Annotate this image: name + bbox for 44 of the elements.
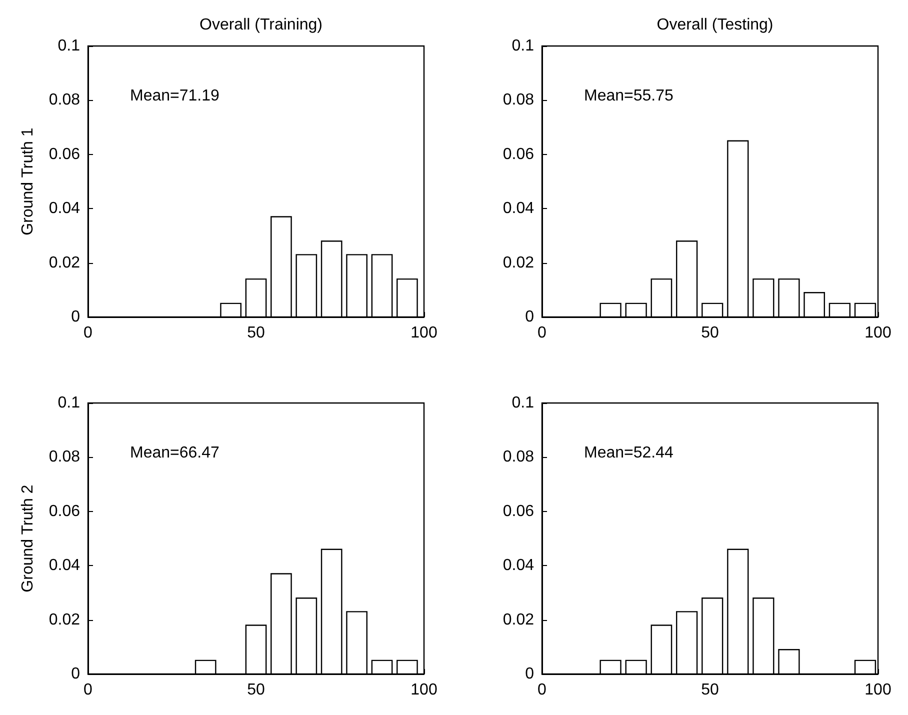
- y-tick-label: 0.04: [48, 557, 80, 574]
- x-tick-label: 0: [84, 324, 93, 342]
- y-tick-label: 0.02: [502, 254, 534, 272]
- x-tick-label: 50: [701, 682, 719, 698]
- y-tick-label: 0.08: [502, 448, 534, 466]
- y-tick-label: 0.04: [502, 557, 534, 574]
- y-tick-label: 0: [525, 666, 534, 682]
- y-axis-title: Ground Truth 1: [20, 128, 36, 236]
- x-tick-label: 100: [410, 324, 438, 342]
- x-tick-label: 100: [864, 324, 892, 342]
- annotation: Mean=66.47: [130, 444, 220, 462]
- chart-title: Overall (Testing): [656, 16, 774, 34]
- x-tick-label: 0: [538, 682, 547, 698]
- y-tick-label: 0.08: [48, 448, 80, 466]
- y-tick-label: 0.02: [502, 611, 534, 628]
- annotation: Mean=55.75: [584, 88, 674, 104]
- y-tick-label: 0.04: [48, 200, 80, 218]
- y-tick-label: 0: [71, 308, 80, 326]
- x-tick-label: 50: [701, 324, 719, 342]
- y-tick-label: 0.1: [58, 394, 80, 412]
- x-tick-label: 50: [247, 682, 265, 698]
- annotation: Mean=52.44: [584, 444, 674, 462]
- y-tick-label: 0.04: [502, 200, 534, 218]
- x-tick-label: 50: [247, 324, 265, 342]
- chart-title: Overall (Training): [200, 16, 322, 34]
- y-tick-label: 0.06: [502, 502, 534, 520]
- y-tick-label: 0.06: [48, 146, 80, 163]
- x-tick-label: 0: [538, 324, 547, 342]
- y-tick-label: 0.02: [48, 611, 80, 628]
- x-tick-label: 100: [410, 682, 438, 698]
- y-tick-label: 0.1: [512, 38, 534, 54]
- y-tick-label: 0.08: [48, 92, 80, 109]
- y-tick-label: 0.08: [502, 92, 534, 109]
- annotation: Mean=71.19: [130, 88, 220, 104]
- y-tick-label: 0.02: [48, 254, 80, 272]
- y-tick-label: 0.1: [58, 38, 80, 54]
- y-tick-label: 0: [525, 308, 534, 326]
- y-tick-label: 0.1: [512, 394, 534, 412]
- y-tick-label: 0: [71, 666, 80, 682]
- x-tick-label: 0: [84, 682, 93, 698]
- y-tick-label: 0.06: [502, 146, 534, 163]
- y-tick-label: 0.06: [48, 502, 80, 520]
- y-axis-title: Ground Truth 2: [20, 484, 36, 592]
- x-tick-label: 100: [864, 682, 892, 698]
